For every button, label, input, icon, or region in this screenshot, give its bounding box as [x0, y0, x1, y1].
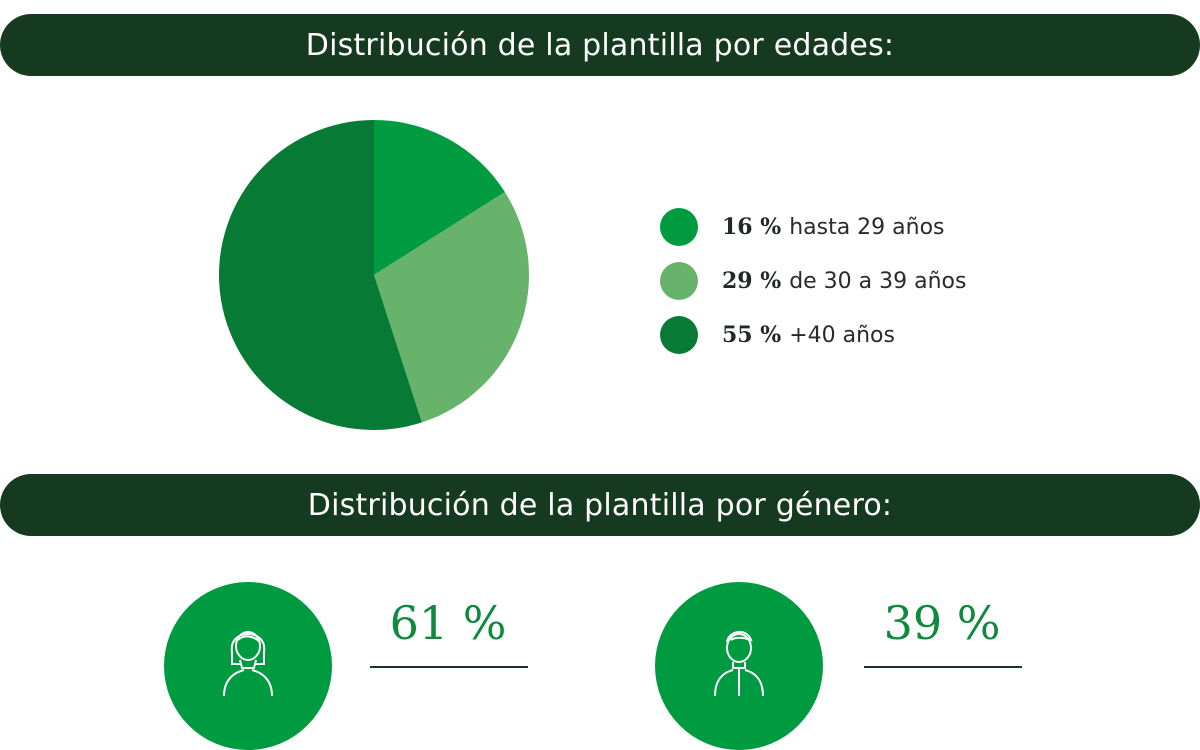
legend-item-1: 29 % de 30 a 39 años: [660, 254, 966, 308]
legend-item-2: 55 % +40 años: [660, 308, 966, 362]
male-percentage: 39 %: [883, 596, 1001, 650]
legend-pct-2: 55 %: [722, 322, 782, 348]
legend-pct-0: 16 %: [722, 214, 782, 240]
legend-swatch-2: [660, 316, 698, 354]
woman-icon: [223, 631, 273, 697]
legend-label-1: de 30 a 39 años: [789, 268, 967, 294]
female-percentage: 61 %: [389, 596, 507, 650]
female-circle: [164, 582, 332, 750]
age-title-text: Distribución de la plantilla por edades:: [305, 27, 895, 63]
gender-title-text: Distribución de la plantilla por género:: [307, 487, 893, 523]
man-icon: [714, 631, 764, 697]
male-underline: [864, 666, 1022, 668]
legend-pct-1: 29 %: [722, 268, 782, 294]
pie-slice-2: [218, 120, 422, 430]
age-pie-chart: [218, 120, 529, 430]
gender-distribution-title: Distribución de la plantilla por género:: [0, 474, 1200, 536]
male-circle: [655, 582, 823, 750]
female-underline: [370, 666, 528, 668]
legend-label-0: hasta 29 años: [789, 214, 945, 240]
age-distribution-title: Distribución de la plantilla por edades:: [0, 14, 1200, 76]
age-legend: 16 % hasta 29 años 29 % de 30 a 39 años …: [660, 200, 966, 362]
legend-swatch-0: [660, 208, 698, 246]
pie-slice-1: [374, 191, 529, 423]
pie-slice-0: [374, 120, 505, 275]
legend-swatch-1: [660, 262, 698, 300]
legend-label-2: +40 años: [789, 322, 895, 348]
legend-item-0: 16 % hasta 29 años: [660, 200, 966, 254]
